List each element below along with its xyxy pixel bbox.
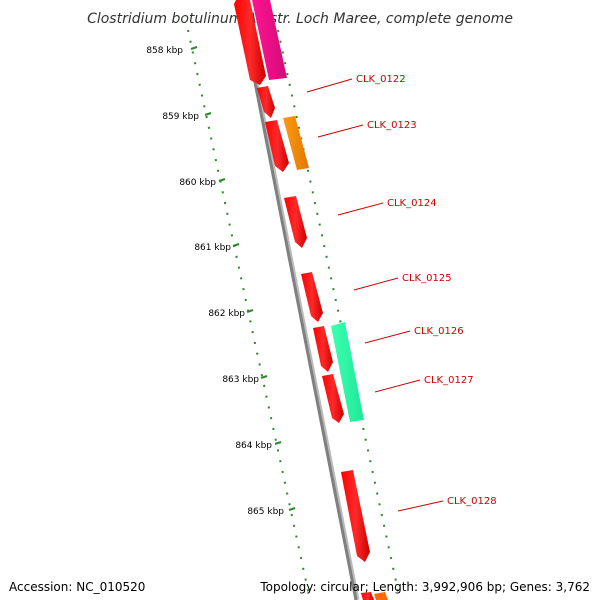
scale-tick — [218, 178, 226, 182]
gene-label[interactable]: CLK_0125 — [402, 273, 452, 284]
scale-tick-labels: 858 kbp 859 kbp 860 kbp 861 kbp 862 kbp … — [146, 46, 284, 517]
scale-tick — [246, 309, 254, 313]
scale-ticks — [190, 46, 296, 511]
scale-tick-label: 863 kbp — [222, 375, 259, 385]
leader-line — [374, 379, 421, 393]
leader-line — [397, 500, 444, 512]
gene-labels: CLK_0122 CLK_0123 CLK_0124 CLK_0125 CLK_… — [356, 74, 497, 507]
gene-arrow[interactable] — [313, 326, 333, 372]
accession-text: Accession: NC_010520 — [9, 580, 146, 594]
scale-tick — [204, 112, 212, 116]
scale-tick-label: 864 kbp — [235, 441, 272, 451]
gene-block[interactable] — [283, 116, 309, 170]
gene-block[interactable] — [331, 322, 364, 422]
leader-line — [337, 202, 384, 216]
gene-label[interactable]: CLK_0124 — [387, 198, 437, 209]
gene-label[interactable]: CLK_0128 — [447, 496, 497, 507]
map-title: Clostridium botulinum A3 str. Loch Maree… — [87, 11, 513, 27]
gene-arrow[interactable] — [265, 120, 289, 172]
gene-arrow[interactable] — [361, 592, 374, 600]
gene-arrow[interactable] — [234, 0, 266, 85]
leader-line — [306, 78, 353, 93]
scale-track — [187, 29, 311, 600]
scale-tick-label: 862 kbp — [208, 309, 245, 319]
gene-arrow[interactable] — [257, 86, 275, 118]
scale-tick — [232, 243, 240, 247]
genome-summary-text: Topology: circular; Length: 3,992,906 bp… — [260, 580, 590, 594]
forward-strand-genes — [252, 0, 388, 600]
gene-arrow[interactable] — [322, 374, 344, 423]
scale-tick-label: 861 kbp — [194, 243, 231, 253]
gene-label[interactable]: CLK_0126 — [414, 326, 464, 337]
gene-arrow[interactable] — [341, 470, 370, 562]
scale-tick — [260, 375, 268, 379]
gene-block[interactable] — [374, 592, 388, 600]
leader-line — [353, 277, 399, 291]
gene-arrow[interactable] — [301, 272, 323, 322]
scale-tick-label: 860 kbp — [179, 178, 216, 188]
genome-backbone-core — [237, 0, 358, 600]
gene-label[interactable]: CLK_0123 — [367, 120, 417, 131]
gene-label[interactable]: CLK_0127 — [424, 375, 474, 386]
gene-arrow[interactable] — [284, 196, 307, 248]
gene-leader-lines — [306, 78, 444, 512]
scale-tick — [190, 46, 198, 50]
scale-tick-label: 858 kbp — [146, 46, 183, 56]
scale-tick-label: 859 kbp — [162, 112, 199, 122]
leader-line — [317, 124, 364, 138]
leader-line — [364, 330, 411, 344]
reverse-strand-genes — [234, 0, 374, 600]
scale-tick-label: 865 kbp — [247, 507, 284, 517]
gene-label[interactable]: CLK_0122 — [356, 74, 406, 85]
forward-strand-track — [277, 29, 401, 600]
scale-tick — [274, 441, 282, 445]
gene-block[interactable] — [252, 0, 287, 80]
scale-tick — [288, 507, 296, 511]
